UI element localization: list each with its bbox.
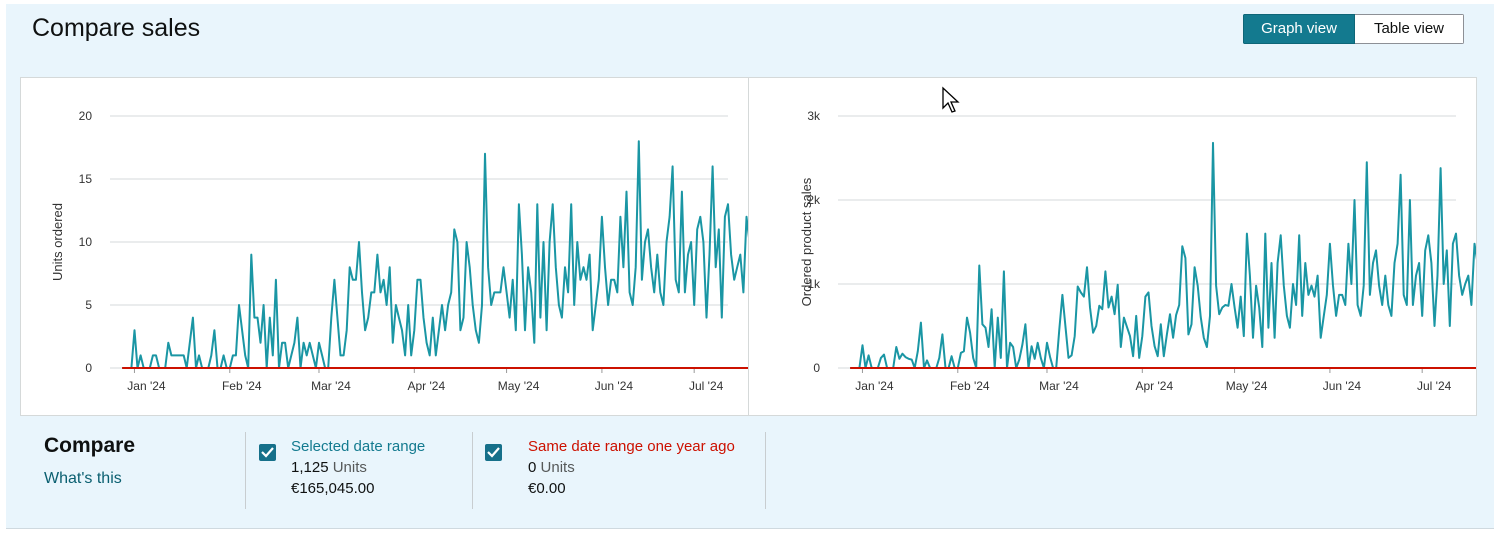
graph-view-button[interactable]: Graph view bbox=[1243, 14, 1355, 44]
x-tick-label: Jan '24 bbox=[855, 379, 894, 393]
x-tick-label: May '24 bbox=[1226, 379, 1268, 393]
x-tick-label: Jun '24 bbox=[1323, 379, 1362, 393]
y-tick-label: 2k bbox=[807, 193, 821, 207]
x-tick-label: Jul '24 bbox=[689, 379, 724, 393]
y-axis-title: Ordered product sales bbox=[799, 177, 814, 306]
selected-range-line bbox=[850, 141, 1476, 369]
legend-divider bbox=[472, 432, 473, 509]
page-title: Compare sales bbox=[32, 14, 201, 42]
selected-range-label: Selected date range bbox=[291, 438, 426, 455]
year-ago-range-units-value: 0 bbox=[528, 459, 537, 476]
whats-this-link[interactable]: What's this bbox=[44, 470, 122, 487]
compare-sales-panel: Compare sales Graph view Table view 0 5 10… bbox=[6, 4, 1494, 529]
y-tick-label: 3k bbox=[807, 109, 821, 123]
year-ago-range-units: 0 Units bbox=[528, 459, 575, 476]
selected-range-units-value: 1,125 bbox=[291, 459, 329, 476]
year-ago-range-checkbox[interactable] bbox=[485, 444, 502, 461]
x-tick-label: Apr '24 bbox=[407, 379, 445, 393]
x-tick-label: May '24 bbox=[498, 379, 540, 393]
ordered-product-sales-chart: 0 1k 2k 3k Jan '24 Feb '24 Mar '24 Apr '24 May '… bbox=[799, 109, 1476, 393]
year-ago-range-label: Same date range one year ago bbox=[528, 438, 735, 455]
mouse-cursor-icon bbox=[942, 86, 960, 113]
legend-divider bbox=[245, 432, 246, 509]
selected-range-checkbox[interactable] bbox=[259, 444, 276, 461]
x-tick-label: Jun '24 bbox=[595, 379, 634, 393]
units-word: Units bbox=[540, 459, 575, 476]
x-tick-label: Mar '24 bbox=[311, 379, 351, 393]
compare-heading: Compare bbox=[44, 434, 136, 457]
units-word: Units bbox=[332, 459, 367, 476]
chart-divider bbox=[748, 78, 749, 415]
year-ago-range-amount: €0.00 bbox=[528, 480, 566, 497]
y-tick-label: 0 bbox=[85, 361, 92, 375]
y-tick-label: 5 bbox=[85, 298, 92, 312]
checkmark-icon bbox=[487, 447, 500, 458]
selected-range-amount: €165,045.00 bbox=[291, 480, 375, 497]
checkmark-icon bbox=[261, 447, 274, 458]
x-tick-label: Jan '24 bbox=[127, 379, 166, 393]
x-tick-label: Apr '24 bbox=[1135, 379, 1173, 393]
y-tick-label: 0 bbox=[813, 361, 820, 375]
selected-range-units: 1,125 Units bbox=[291, 459, 367, 476]
view-toggle: Graph view Table view bbox=[1243, 14, 1464, 44]
x-tick-label: Feb '24 bbox=[950, 379, 990, 393]
charts-container: 0 5 10 15 20 Jan '24 Feb '24 Mar '24 Apr '24 May … bbox=[20, 77, 1477, 416]
legend-divider bbox=[765, 432, 766, 509]
y-tick-label: 20 bbox=[79, 109, 93, 123]
y-tick-label: 1k bbox=[807, 277, 821, 291]
y-tick-label: 15 bbox=[79, 172, 93, 186]
y-tick-label: 10 bbox=[79, 235, 93, 249]
x-tick-label: Feb '24 bbox=[222, 379, 262, 393]
y-axis-title: Units ordered bbox=[50, 203, 65, 281]
selected-range-line bbox=[122, 140, 748, 369]
x-tick-label: Jul '24 bbox=[1417, 379, 1452, 393]
units-ordered-chart: 0 5 10 15 20 Jan '24 Feb '24 Mar '24 Apr '24 May … bbox=[50, 109, 748, 393]
table-view-button[interactable]: Table view bbox=[1355, 14, 1464, 44]
x-tick-label: Mar '24 bbox=[1039, 379, 1079, 393]
